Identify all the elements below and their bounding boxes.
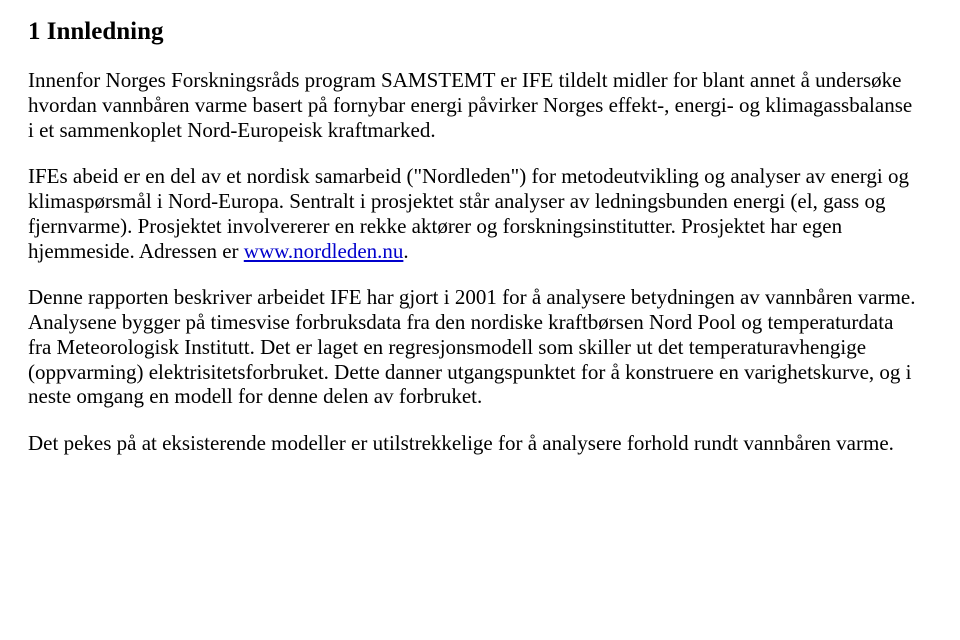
document-page: 1 Innledning Innenfor Norges Forskningsr… xyxy=(0,0,960,456)
paragraph-1: Innenfor Norges Forskningsråds program S… xyxy=(28,68,920,142)
section-heading: 1 Innledning xyxy=(28,18,920,46)
paragraph-4: Det pekes på at eksisterende modeller er… xyxy=(28,431,920,456)
paragraph-3: Denne rapporten beskriver arbeidet IFE h… xyxy=(28,285,920,409)
link-nordleden[interactable]: www.nordleden.nu xyxy=(244,239,404,263)
paragraph-2-text: IFEs abeid er en del av et nordisk samar… xyxy=(28,164,909,262)
paragraph-2-tail: . xyxy=(403,239,408,263)
paragraph-2: IFEs abeid er en del av et nordisk samar… xyxy=(28,164,920,263)
